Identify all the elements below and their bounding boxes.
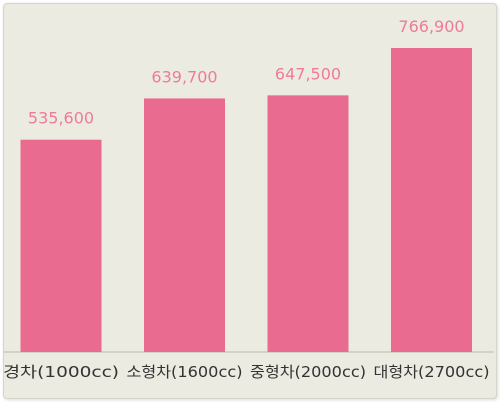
value-label-1: 535,600 — [28, 109, 94, 128]
bar-2 — [144, 98, 225, 353]
value-label-2: 639,700 — [151, 67, 217, 86]
value-label-3: 647,500 — [275, 64, 341, 83]
category-label-2: 소형차(1600cc) — [127, 363, 243, 381]
bar-1 — [20, 139, 102, 352]
value-label-4: 766,900 — [398, 17, 464, 36]
category-label-4: 대형차(2700cc) — [374, 363, 490, 381]
category-label-1: 경차(1000cc) — [3, 363, 119, 381]
bar-3 — [267, 95, 349, 352]
bar-4 — [391, 48, 472, 352]
category-label-3: 중형차(2000cc) — [250, 363, 366, 381]
